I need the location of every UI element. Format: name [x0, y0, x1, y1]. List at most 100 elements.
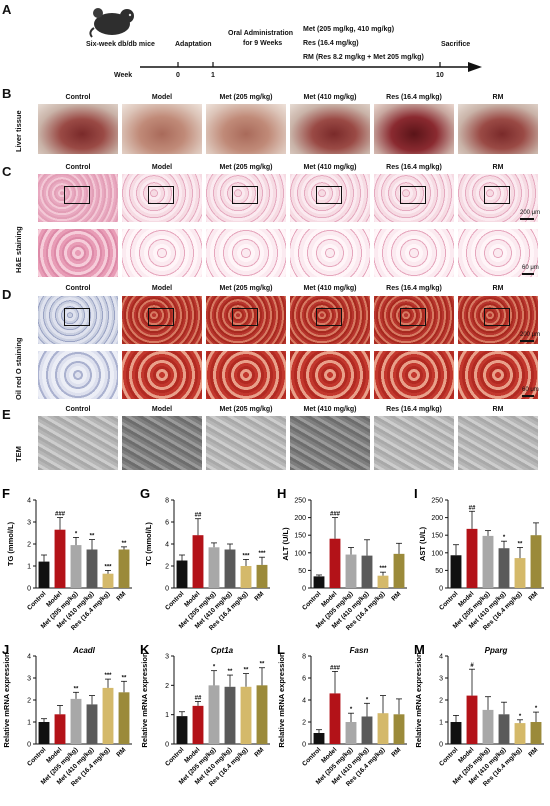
- panel-label-g: G: [140, 486, 150, 501]
- bar: [70, 545, 82, 588]
- significance-label: **: [122, 675, 127, 681]
- column-header-4: Res (16.4 mg/kg): [386, 164, 442, 171]
- zoom-region-box: [484, 186, 510, 204]
- row-label-2: Oil red O staining: [14, 337, 23, 400]
- bar: [224, 686, 236, 744]
- micrograph-d-0-2: [206, 296, 286, 344]
- significance-label: ***: [104, 564, 112, 570]
- micrograph-e-0-5: [458, 416, 538, 470]
- y-tick-label: 3: [27, 676, 31, 683]
- y-tick-label: 3: [439, 676, 443, 683]
- micrograph-d-0-4: [374, 296, 454, 344]
- significance-label: ##: [469, 505, 476, 511]
- micrograph-c-0-2: [206, 174, 286, 222]
- bar: [530, 722, 542, 744]
- significance-label: *: [535, 706, 538, 712]
- significance-label: **: [244, 668, 249, 674]
- bar: [38, 722, 50, 744]
- x-tick-label: RM: [253, 746, 265, 758]
- row-label-1: H&E staining: [14, 226, 23, 273]
- significance-label: ###: [330, 512, 341, 518]
- micrograph-e-0-1: [122, 416, 202, 470]
- panel-label-j: J: [2, 642, 9, 657]
- x-tick-label: Control: [301, 746, 322, 767]
- dose-line-1: Met (205 mg/kg, 410 mg/kg): [303, 26, 395, 33]
- x-tick-label: Control: [164, 590, 185, 611]
- column-header-3: Met (410 mg/kg): [303, 285, 357, 292]
- bar: [345, 722, 357, 744]
- bar: [208, 547, 220, 588]
- chart-title: Fasn: [350, 646, 369, 655]
- column-header-2: Met (205 mg/kg): [219, 164, 273, 171]
- bar: [498, 548, 510, 588]
- y-tick-label: 0: [302, 742, 306, 749]
- y-tick-label: 6: [302, 676, 306, 683]
- y-tick-label: 4: [165, 542, 169, 549]
- x-tick-label: Control: [438, 746, 459, 767]
- x-tick-label: RM: [253, 590, 265, 602]
- column-header-1: Model: [151, 285, 173, 292]
- bar: [192, 705, 204, 744]
- micrograph-c-0-3: [290, 174, 370, 222]
- column-header-3: Met (410 mg/kg): [303, 164, 357, 171]
- micrograph-e-0-3: [290, 416, 370, 470]
- micrograph-e-0-4: [374, 416, 454, 470]
- mouse-icon: [89, 8, 134, 38]
- bar: [393, 553, 405, 588]
- panel-label-i: I: [414, 486, 418, 501]
- y-tick-label: 0: [302, 586, 306, 593]
- y-tick-label: 0: [439, 742, 443, 749]
- micrograph-d-1-1: [122, 351, 202, 399]
- micrograph-c-0-0: [38, 174, 118, 222]
- significance-label: ***: [258, 551, 266, 557]
- bar: [102, 687, 114, 744]
- significance-label: ##: [195, 513, 202, 519]
- significance-label: #: [470, 663, 474, 669]
- zoom-region-box: [400, 308, 426, 326]
- tick-10: 10: [436, 72, 444, 79]
- bar: [38, 561, 50, 588]
- micrograph-d-0-0: [38, 296, 118, 344]
- column-header-2: Met (205 mg/kg): [219, 406, 273, 413]
- y-tick-label: 6: [165, 520, 169, 527]
- oral-label-2: for 9 Weeks: [243, 40, 283, 47]
- column-header-0: Control: [65, 94, 91, 101]
- tick-1: 1: [211, 72, 215, 79]
- panel-label-l: L: [277, 642, 285, 657]
- column-header-1: Model: [151, 406, 173, 413]
- bar: [377, 713, 389, 744]
- row-label-3: TEM: [14, 446, 23, 462]
- x-tick-label: RM: [115, 590, 127, 602]
- scale-bar-bottom: [522, 395, 534, 397]
- bar: [514, 723, 526, 744]
- y-tick-label: 100: [294, 550, 306, 557]
- column-header-1: Model: [151, 94, 173, 101]
- bar: [393, 714, 405, 744]
- bar: [176, 716, 188, 744]
- panel-label-f: F: [2, 486, 10, 501]
- bar: [345, 554, 357, 588]
- chart-j: J Acadl 0 1 2 3 4 Relative mRNA expression Contr…: [2, 642, 132, 788]
- column-header-2: Met (205 mg/kg): [219, 94, 273, 101]
- y-axis-label: Relative mRNA expression: [2, 652, 11, 748]
- micrograph-c-0-1: [122, 174, 202, 222]
- x-tick-label: Control: [26, 746, 47, 767]
- bar: [54, 529, 66, 588]
- bar: [530, 535, 542, 588]
- micrograph-c-1-4: [374, 229, 454, 277]
- y-tick-label: 2: [165, 683, 169, 690]
- x-tick-label: RM: [390, 746, 402, 758]
- column-header-4: Res (16.4 mg/kg): [386, 285, 442, 292]
- significance-label: **: [260, 662, 265, 668]
- bar: [86, 704, 98, 744]
- panel-label-e: E: [2, 407, 11, 422]
- significance-label: *: [366, 697, 369, 703]
- bar: [361, 716, 373, 744]
- significance-label: *: [519, 714, 522, 720]
- y-axis-label: AST (U/L): [418, 526, 427, 561]
- zoom-region-box: [148, 308, 174, 326]
- column-header-5: RM: [492, 406, 504, 413]
- sacrifice-label: Sacrifice: [441, 41, 471, 48]
- y-tick-label: 4: [27, 654, 31, 661]
